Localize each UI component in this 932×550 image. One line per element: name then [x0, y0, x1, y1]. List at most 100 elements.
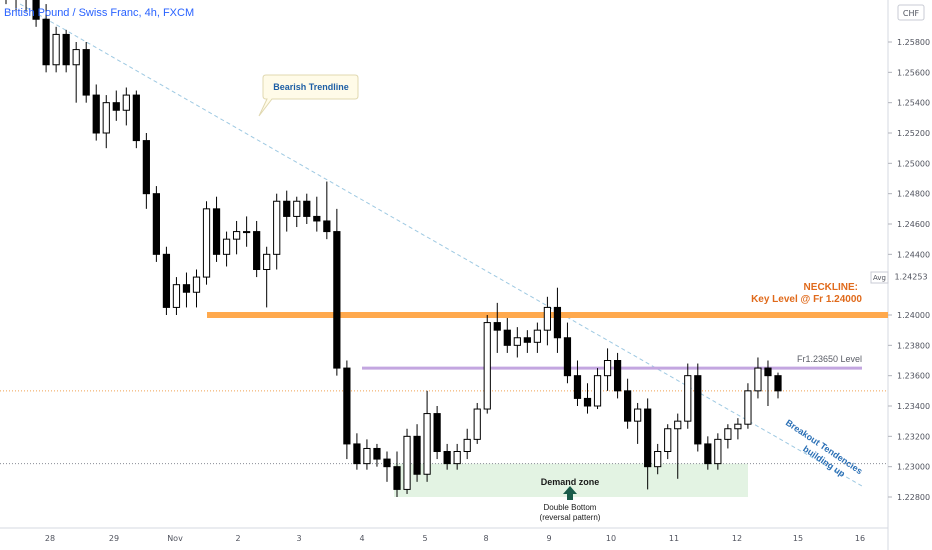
candle[interactable] [533, 322, 541, 353]
candle[interactable] [62, 29, 70, 73]
candle[interactable] [92, 84, 100, 141]
time-axis[interactable]: 28 29 Nov 2 3 4 5 8 9 10 11 12 15 16 [0, 527, 888, 543]
candle-body [122, 94, 130, 111]
candle[interactable] [253, 220, 261, 278]
plot-area[interactable] [0, 0, 888, 528]
candle[interactable] [463, 428, 471, 460]
candle-body [72, 49, 80, 66]
candle[interactable] [453, 443, 461, 470]
candle[interactable] [293, 196, 301, 228]
candle[interactable] [23, 0, 29, 12]
candle[interactable] [764, 360, 772, 407]
candle[interactable] [654, 443, 662, 475]
candle[interactable] [754, 357, 762, 399]
candle[interactable] [323, 181, 331, 240]
candle[interactable] [483, 315, 491, 414]
candle[interactable] [603, 348, 612, 391]
candle[interactable] [644, 398, 652, 490]
candle[interactable] [122, 87, 130, 126]
candle[interactable] [82, 42, 90, 103]
candle[interactable] [624, 378, 632, 429]
candle-body [433, 413, 441, 453]
candle[interactable] [13, 0, 19, 12]
candle[interactable] [664, 424, 672, 460]
candle[interactable] [433, 406, 441, 460]
candle[interactable] [704, 436, 712, 470]
avg-tag-label: Avg [873, 274, 886, 282]
candle-body [724, 428, 732, 440]
candle[interactable] [313, 196, 321, 232]
candle[interactable] [583, 383, 592, 414]
bearish-trendline[interactable] [19, 3, 863, 487]
candle[interactable] [353, 433, 361, 470]
candle[interactable] [513, 327, 521, 358]
candle[interactable] [212, 196, 221, 262]
candle-body [62, 33, 70, 66]
candle-body [613, 360, 622, 392]
price-tick-label: 1.25400 [897, 99, 930, 108]
candle[interactable] [694, 363, 702, 452]
candle[interactable] [202, 201, 211, 285]
candle[interactable] [232, 220, 241, 255]
candle[interactable] [553, 287, 562, 353]
candle[interactable] [443, 443, 451, 470]
candle[interactable] [674, 413, 682, 479]
candle[interactable] [573, 360, 582, 407]
candle[interactable] [734, 418, 742, 440]
candle[interactable] [303, 193, 311, 224]
candle[interactable] [724, 424, 732, 449]
price-tick-label: 1.25600 [897, 68, 930, 77]
time-tick-label: Nov [167, 534, 183, 543]
candle[interactable] [523, 330, 531, 353]
candle[interactable] [283, 190, 291, 232]
currency-button[interactable] [897, 4, 925, 21]
candle[interactable] [684, 363, 692, 429]
candle[interactable] [363, 439, 371, 470]
candle[interactable] [423, 390, 431, 482]
candle[interactable] [172, 277, 181, 315]
candle[interactable] [243, 216, 251, 247]
candle-body [593, 375, 602, 407]
candle[interactable] [152, 186, 160, 262]
candle[interactable] [403, 428, 411, 494]
candle-body [253, 231, 261, 270]
candle[interactable] [503, 318, 511, 353]
candle[interactable] [744, 383, 752, 429]
candle-body [543, 306, 552, 331]
price-axis[interactable]: 1.25800 1.25600 1.25400 1.25200 1.25000 1.248… [887, 0, 930, 550]
candle[interactable] [222, 231, 231, 267]
candle[interactable] [72, 42, 80, 103]
candle[interactable] [162, 246, 171, 315]
candle[interactable] [182, 272, 191, 308]
candle-body [473, 408, 481, 440]
candle[interactable] [543, 296, 552, 346]
candle-body [82, 49, 90, 96]
candle[interactable] [42, 4, 50, 73]
candle[interactable] [383, 451, 391, 482]
candle[interactable] [473, 402, 481, 444]
candle[interactable] [32, 0, 40, 27]
candle[interactable] [112, 90, 120, 121]
price-tick-label: 1.24600 [897, 220, 930, 229]
candle[interactable] [263, 246, 271, 308]
candle[interactable] [563, 322, 572, 384]
candle[interactable] [273, 193, 281, 270]
candle[interactable] [52, 26, 60, 73]
candle[interactable] [613, 352, 622, 399]
bearish-trendline-callout[interactable]: Bearish Trendline [258, 74, 359, 117]
candle[interactable] [714, 433, 722, 470]
candle[interactable] [343, 360, 351, 460]
candle[interactable] [413, 424, 421, 482]
candle[interactable] [142, 133, 150, 209]
candle[interactable] [493, 302, 501, 353]
candle[interactable] [373, 443, 381, 467]
candle[interactable] [774, 372, 782, 399]
candle[interactable] [333, 208, 341, 376]
candle[interactable] [593, 368, 602, 410]
candle[interactable] [192, 269, 201, 308]
candle[interactable] [634, 402, 642, 444]
candle[interactable] [102, 95, 110, 149]
candle[interactable] [393, 451, 401, 498]
candle[interactable] [132, 90, 140, 149]
